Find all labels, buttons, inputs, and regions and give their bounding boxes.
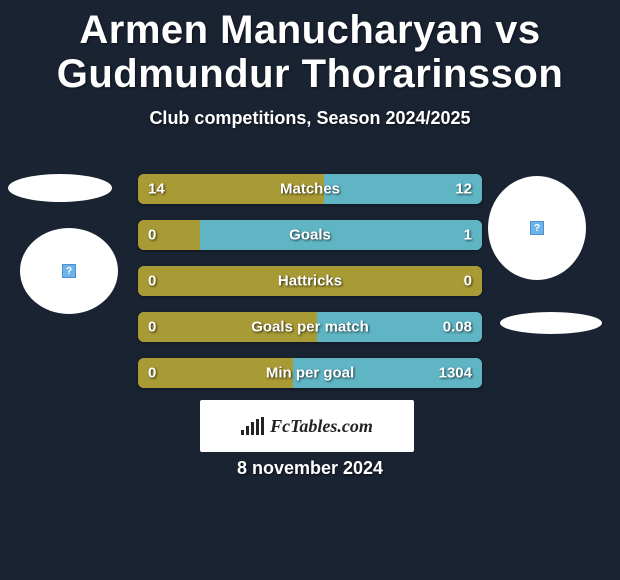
stat-label: Goals xyxy=(289,227,331,244)
stat-bar: 0 0.08 Goals per match xyxy=(138,312,482,342)
stat-label: Matches xyxy=(280,181,340,198)
stat-value-right: 1304 xyxy=(439,365,472,382)
stat-bar: 0 1 Goals xyxy=(138,220,482,250)
stat-label: Goals per match xyxy=(251,319,369,336)
fctables-logo: FcTables.com xyxy=(200,400,414,452)
page-title: Armen Manucharyan vs Gudmundur Thorarins… xyxy=(0,0,620,96)
stat-value-left: 0 xyxy=(148,365,156,382)
decor-ellipse-bottom-right xyxy=(500,312,602,334)
stat-bar: 0 0 Hattricks xyxy=(138,266,482,296)
bar-chart-icon xyxy=(241,417,264,435)
stat-value-right: 0.08 xyxy=(443,319,472,336)
image-placeholder-icon: ? xyxy=(530,221,544,235)
stats-container: 14 12 Matches 0 1 Goals 0 0 Hattricks 0 0.08 Goals … xyxy=(138,174,482,404)
bar-segment-right xyxy=(200,220,482,250)
date-label: 8 november 2024 xyxy=(0,458,620,479)
image-placeholder-icon: ? xyxy=(62,264,76,278)
stat-value-right: 12 xyxy=(455,181,472,198)
player-avatar-left: ? xyxy=(20,228,118,314)
subtitle: Club competitions, Season 2024/2025 xyxy=(0,108,620,129)
stat-value-right: 0 xyxy=(464,273,472,290)
stat-label: Min per goal xyxy=(266,365,354,382)
stat-value-left: 0 xyxy=(148,273,156,290)
stat-value-left: 0 xyxy=(148,319,156,336)
stat-value-left: 0 xyxy=(148,227,156,244)
stat-bar: 14 12 Matches xyxy=(138,174,482,204)
stat-value-left: 14 xyxy=(148,181,165,198)
decor-ellipse-top-left xyxy=(8,174,112,202)
stat-bar: 0 1304 Min per goal xyxy=(138,358,482,388)
player-avatar-right: ? xyxy=(488,176,586,280)
logo-text: FcTables.com xyxy=(270,416,373,437)
stat-label: Hattricks xyxy=(278,273,342,290)
stat-value-right: 1 xyxy=(464,227,472,244)
